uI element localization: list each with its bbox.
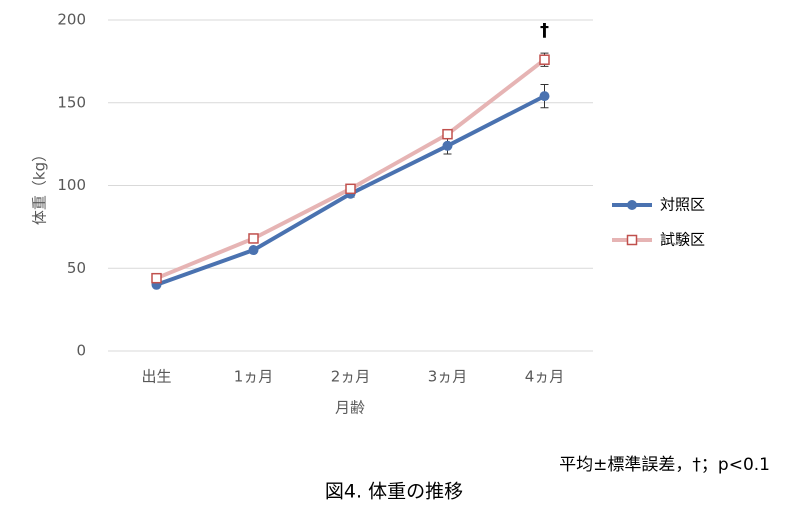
x-tick-label: 3ヵ月 (428, 368, 468, 386)
x-tick-label: 4ヵ月 (525, 368, 565, 386)
marker (248, 233, 259, 244)
marker (442, 128, 453, 140)
legend-marker (627, 200, 637, 210)
y-tick-label: 200 (57, 11, 86, 29)
x-axis-label: 月齢 (335, 399, 365, 417)
y-axis-label: 体重（kg） (31, 147, 49, 225)
y-tick-label: 0 (76, 342, 86, 360)
legend-label: 試験区 (660, 231, 705, 249)
y-tick-label: 50 (67, 259, 86, 277)
series-line (155, 58, 546, 281)
marker (151, 272, 162, 284)
legend-label: 対照区 (660, 196, 705, 214)
marker (539, 91, 550, 102)
note: 平均±標準誤差，†；p<0.1 (559, 455, 770, 475)
marker (442, 140, 453, 151)
x-tick-label: 1ヵ月 (234, 368, 274, 386)
annotation: † (540, 20, 549, 41)
marker (345, 183, 356, 195)
marker (539, 54, 550, 65)
legend-marker (626, 234, 638, 246)
caption: 図4. 体重の推移 (325, 481, 463, 503)
y-tick-label: 150 (57, 93, 86, 111)
x-tick-label: 2ヵ月 (331, 368, 371, 386)
y-tick-label: 100 (57, 176, 86, 194)
marker (248, 245, 259, 256)
x-tick-label: 出生 (141, 368, 171, 386)
